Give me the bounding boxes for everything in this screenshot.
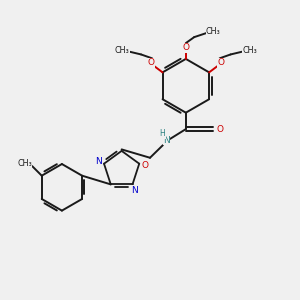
Text: O: O <box>182 44 189 52</box>
Text: CH₃: CH₃ <box>115 46 129 56</box>
Text: N: N <box>130 186 137 195</box>
Text: N: N <box>95 157 102 166</box>
Text: O: O <box>142 161 149 170</box>
Text: CH₃: CH₃ <box>17 159 32 168</box>
Text: CH₃: CH₃ <box>242 46 257 56</box>
Text: O: O <box>216 124 224 134</box>
Text: O: O <box>218 58 225 67</box>
Text: N: N <box>163 136 170 145</box>
Text: CH₃: CH₃ <box>206 27 221 36</box>
Text: O: O <box>147 58 154 67</box>
Text: H: H <box>159 129 165 138</box>
